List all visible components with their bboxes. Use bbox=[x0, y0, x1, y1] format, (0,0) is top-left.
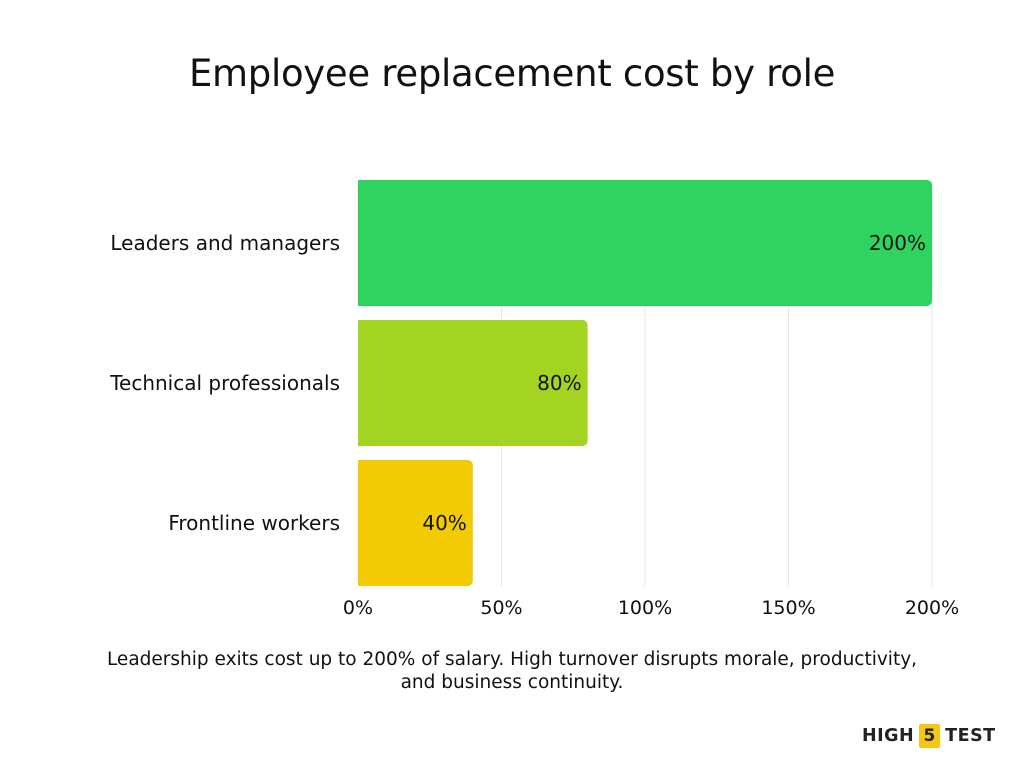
bars: Leaders and managers 200% Technical profes… bbox=[109, 180, 932, 586]
category-label: Technical professionals bbox=[109, 371, 340, 395]
x-tick-label: 0% bbox=[343, 597, 373, 619]
brand-text-right: TEST bbox=[945, 726, 996, 746]
bar bbox=[358, 180, 932, 306]
x-tick-label: 100% bbox=[618, 597, 672, 619]
brand-logo: HIGH 5 TEST bbox=[862, 724, 996, 748]
brand-badge: 5 bbox=[919, 724, 941, 748]
chart-title: Employee replacement cost by role bbox=[188, 52, 836, 95]
x-tick-label: 200% bbox=[905, 597, 959, 619]
bar-value-label: 40% bbox=[422, 511, 466, 535]
category-label: Frontline workers bbox=[168, 511, 340, 535]
bar-value-label: 200% bbox=[869, 231, 926, 255]
x-axis: 0% 50% 100% 150% 200% bbox=[343, 597, 959, 619]
bar bbox=[358, 320, 588, 446]
x-tick-label: 150% bbox=[761, 597, 815, 619]
bar bbox=[358, 460, 473, 586]
chart-caption: Leadership exits cost up to 200% of sala… bbox=[106, 649, 918, 693]
category-label: Leaders and managers bbox=[110, 231, 340, 255]
brand-text-left: HIGH bbox=[862, 726, 915, 746]
bar-value-label: 80% bbox=[537, 371, 581, 395]
x-tick-label: 50% bbox=[480, 597, 522, 619]
